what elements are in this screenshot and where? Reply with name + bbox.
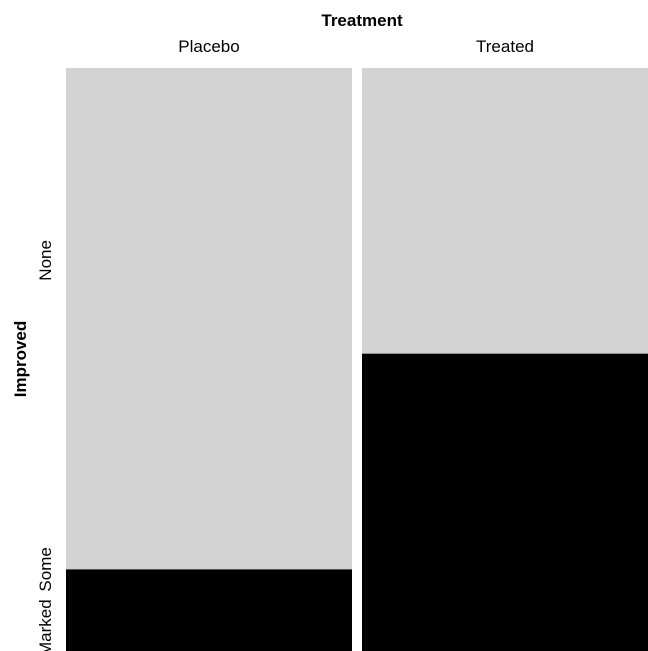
y-tick-labels: None Some Marked	[36, 240, 55, 651]
y-tick-marked: Marked	[36, 599, 55, 651]
tile-treated-marked	[362, 353, 648, 651]
tile-treated-none	[362, 68, 648, 354]
y-tick-some: Some	[36, 547, 55, 591]
x-tick-labels: Placebo Treated	[178, 37, 534, 56]
tile-placebo-marked	[66, 569, 352, 651]
y-axis-title: Improved	[11, 321, 30, 398]
mosaic-tiles	[66, 68, 648, 651]
x-tick-treated: Treated	[476, 37, 534, 56]
y-tick-none: None	[36, 240, 55, 281]
tile-placebo-none	[66, 68, 352, 570]
x-tick-placebo: Placebo	[178, 37, 239, 56]
x-axis-title: Treatment	[321, 11, 403, 30]
